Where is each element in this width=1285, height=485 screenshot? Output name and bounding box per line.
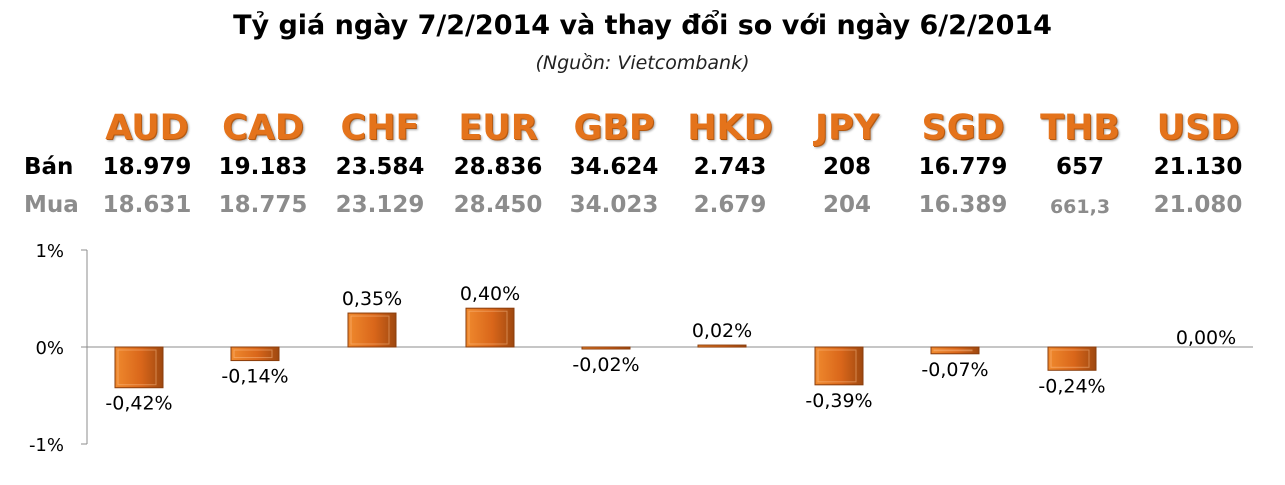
sell-rate-cad: 19.183 xyxy=(218,154,308,180)
buy-rate-jpy: 204 xyxy=(822,192,871,218)
currency-code-sgd: SGD xyxy=(921,108,1005,148)
sell-rate-usd: 21.130 xyxy=(1153,154,1243,180)
buy-rate-aud: 18.631 xyxy=(102,192,192,218)
sell-row-label: Bán xyxy=(24,154,74,180)
data-label-chf: 0,35% xyxy=(342,288,402,310)
currency-code-aud: AUD xyxy=(105,108,189,148)
buy-rate-usd: 21.080 xyxy=(1153,192,1243,218)
buy-rate-row: Mua 18.631 18.775 23.129 28.450 34.023 2.679 2… xyxy=(0,192,1285,232)
bar-bevel-sgd xyxy=(933,349,973,352)
bar-bevel-eur xyxy=(468,310,508,345)
bar-sgd xyxy=(930,346,980,355)
buy-rate-eur: 28.450 xyxy=(453,192,543,218)
y-tick-label: -1% xyxy=(29,435,64,456)
data-label-cad: -0,14% xyxy=(221,366,288,388)
currency-code-thb: THB xyxy=(1040,108,1120,148)
sell-rate-hkd: 2.743 xyxy=(693,154,767,180)
currency-code-jpy: JPY xyxy=(814,108,880,148)
sell-rate-thb: 657 xyxy=(1055,154,1104,180)
chart-title: Tỷ giá ngày 7/2/2014 và thay đổi so với … xyxy=(233,10,1052,41)
currency-code-eur: EUR xyxy=(458,108,538,148)
y-tick-label: 0% xyxy=(35,338,64,359)
sell-rate-gbp: 34.624 xyxy=(569,154,659,180)
data-label-usd: 0,00% xyxy=(1176,327,1236,349)
data-label-gbp: -0,02% xyxy=(572,354,639,376)
bar-hkd xyxy=(697,344,747,348)
currency-code-hkd: HKD xyxy=(687,108,773,148)
data-label-jpy: -0,39% xyxy=(805,390,872,412)
bar-gbp xyxy=(581,346,631,350)
bar-chf xyxy=(347,312,397,348)
bar-bevel-jpy xyxy=(817,349,857,383)
buy-rate-cad: 18.775 xyxy=(218,192,308,218)
sell-rate-row: Bán 18.979 19.183 23.584 28.836 34.624 2.743 2… xyxy=(0,154,1285,194)
bar-thb xyxy=(1047,346,1097,371)
bar-jpy xyxy=(814,346,864,386)
sell-rate-aud: 18.979 xyxy=(102,154,192,180)
bar-bevel-thb xyxy=(1050,349,1090,368)
buy-rate-hkd: 2.679 xyxy=(693,192,767,218)
bar-aud xyxy=(114,346,164,389)
data-label-aud: -0,42% xyxy=(105,393,172,415)
bar-bevel-chf xyxy=(350,315,390,345)
bar-cad xyxy=(230,346,280,362)
sell-rate-chf: 23.584 xyxy=(335,154,425,180)
bar-bevel-aud xyxy=(117,349,157,386)
y-tick-label: 1% xyxy=(35,241,64,262)
buy-rate-sgd: 16.389 xyxy=(918,192,1008,218)
currency-code-chf: CHF xyxy=(340,108,420,148)
bar-bevel-cad xyxy=(233,349,273,359)
buy-row-label: Mua xyxy=(24,192,79,218)
buy-rate-chf: 23.129 xyxy=(335,192,425,218)
sell-rate-sgd: 16.779 xyxy=(918,154,1008,180)
data-label-thb: -0,24% xyxy=(1038,375,1105,397)
change-bar-chart: 1% 0% -1% -0,42% -0,14% 0,35% 0,40% -0,02% 0,02… xyxy=(29,241,1253,456)
bar-eur xyxy=(465,307,515,348)
sell-rate-eur: 28.836 xyxy=(453,154,543,180)
chart-subtitle: (Nguồn: Vietcombank) xyxy=(535,52,750,74)
data-label-sgd: -0,07% xyxy=(921,359,988,381)
buy-rate-gbp: 34.023 xyxy=(569,192,659,218)
currency-code-cad: CAD xyxy=(222,108,304,148)
buy-rate-thb: 661,3 xyxy=(1049,196,1111,218)
sell-rate-jpy: 208 xyxy=(822,154,871,180)
currency-code-usd: USD xyxy=(1156,108,1240,148)
data-label-eur: 0,40% xyxy=(460,283,520,305)
currency-code-gbp: GBP xyxy=(573,108,655,148)
data-label-hkd: 0,02% xyxy=(692,320,752,342)
currency-code-row: AUD CAD CHF EUR GBP HKD JPY SGD THB USD xyxy=(0,108,1285,148)
